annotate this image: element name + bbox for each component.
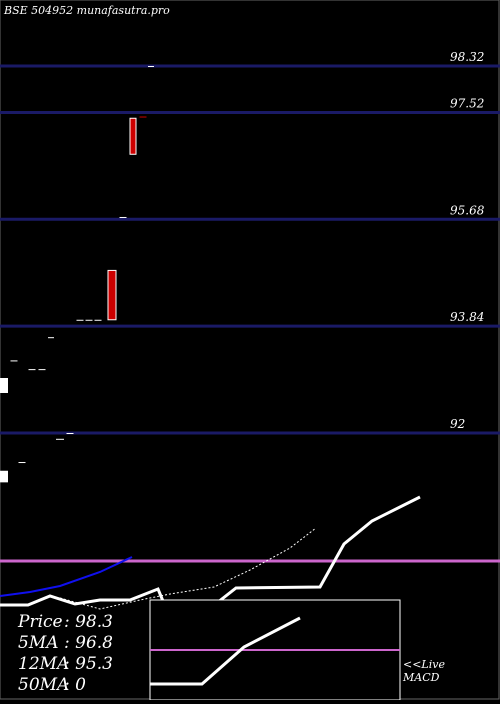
ma12-value: 95.3 bbox=[75, 654, 113, 674]
ma5-label: 5MA bbox=[18, 633, 59, 653]
price-level-label: 98.32 bbox=[450, 50, 484, 64]
chart-title: BSE 504952 munafasutra.pro bbox=[4, 4, 170, 17]
macd-caption-line1: <<Live bbox=[403, 658, 445, 671]
price-separator: : bbox=[64, 612, 76, 632]
ma50-label: 50MA bbox=[18, 675, 70, 695]
price-level-label: 92 bbox=[450, 417, 465, 431]
ma12-label: 12MA bbox=[18, 654, 70, 674]
indicator-panel: Price : 98.3 5MA : 96.8 12MA : 95.3 50MA… bbox=[18, 612, 113, 696]
candle-body bbox=[85, 319, 93, 321]
candle-body bbox=[38, 369, 46, 371]
candle-body bbox=[139, 116, 147, 118]
candle-body bbox=[48, 337, 54, 339]
candle-body bbox=[10, 360, 18, 362]
candle-body bbox=[148, 66, 154, 67]
candle-body bbox=[107, 269, 117, 321]
candle-body bbox=[119, 216, 127, 218]
candle-body bbox=[76, 319, 84, 321]
candle-body bbox=[66, 433, 74, 434]
ma50-row: 50MA : 0 bbox=[18, 675, 113, 696]
price-level-label: 97.52 bbox=[450, 96, 484, 110]
ma50-value: 0 bbox=[75, 675, 86, 695]
candle-body bbox=[18, 462, 26, 464]
ma50-separator: : bbox=[64, 675, 76, 695]
macd-line bbox=[150, 616, 301, 686]
moving-average-dotted-line bbox=[59, 527, 317, 610]
ma5-value: 96.8 bbox=[75, 633, 113, 653]
candle-body bbox=[56, 438, 64, 440]
ma12-separator: : bbox=[64, 654, 76, 674]
price-level-label: 95.68 bbox=[450, 203, 485, 217]
price-row: Price : 98.3 bbox=[18, 612, 113, 633]
price-value: 98.3 bbox=[75, 612, 113, 632]
candle-body bbox=[0, 470, 8, 483]
macd-caption-line2: MACD bbox=[403, 671, 440, 684]
moving-average-line bbox=[0, 556, 133, 597]
candle-body bbox=[0, 378, 8, 393]
candle-body bbox=[28, 369, 36, 371]
price-label: Price bbox=[18, 612, 63, 632]
ma12-row: 12MA : 95.3 bbox=[18, 654, 113, 675]
ma5-separator: : bbox=[64, 633, 76, 653]
price-level-label: 93.84 bbox=[450, 310, 484, 324]
macd-caption: <<Live MACD bbox=[403, 658, 445, 684]
candle-body bbox=[94, 319, 102, 321]
ma5-row: 5MA : 96.8 bbox=[18, 633, 113, 654]
candle-body bbox=[129, 117, 137, 155]
